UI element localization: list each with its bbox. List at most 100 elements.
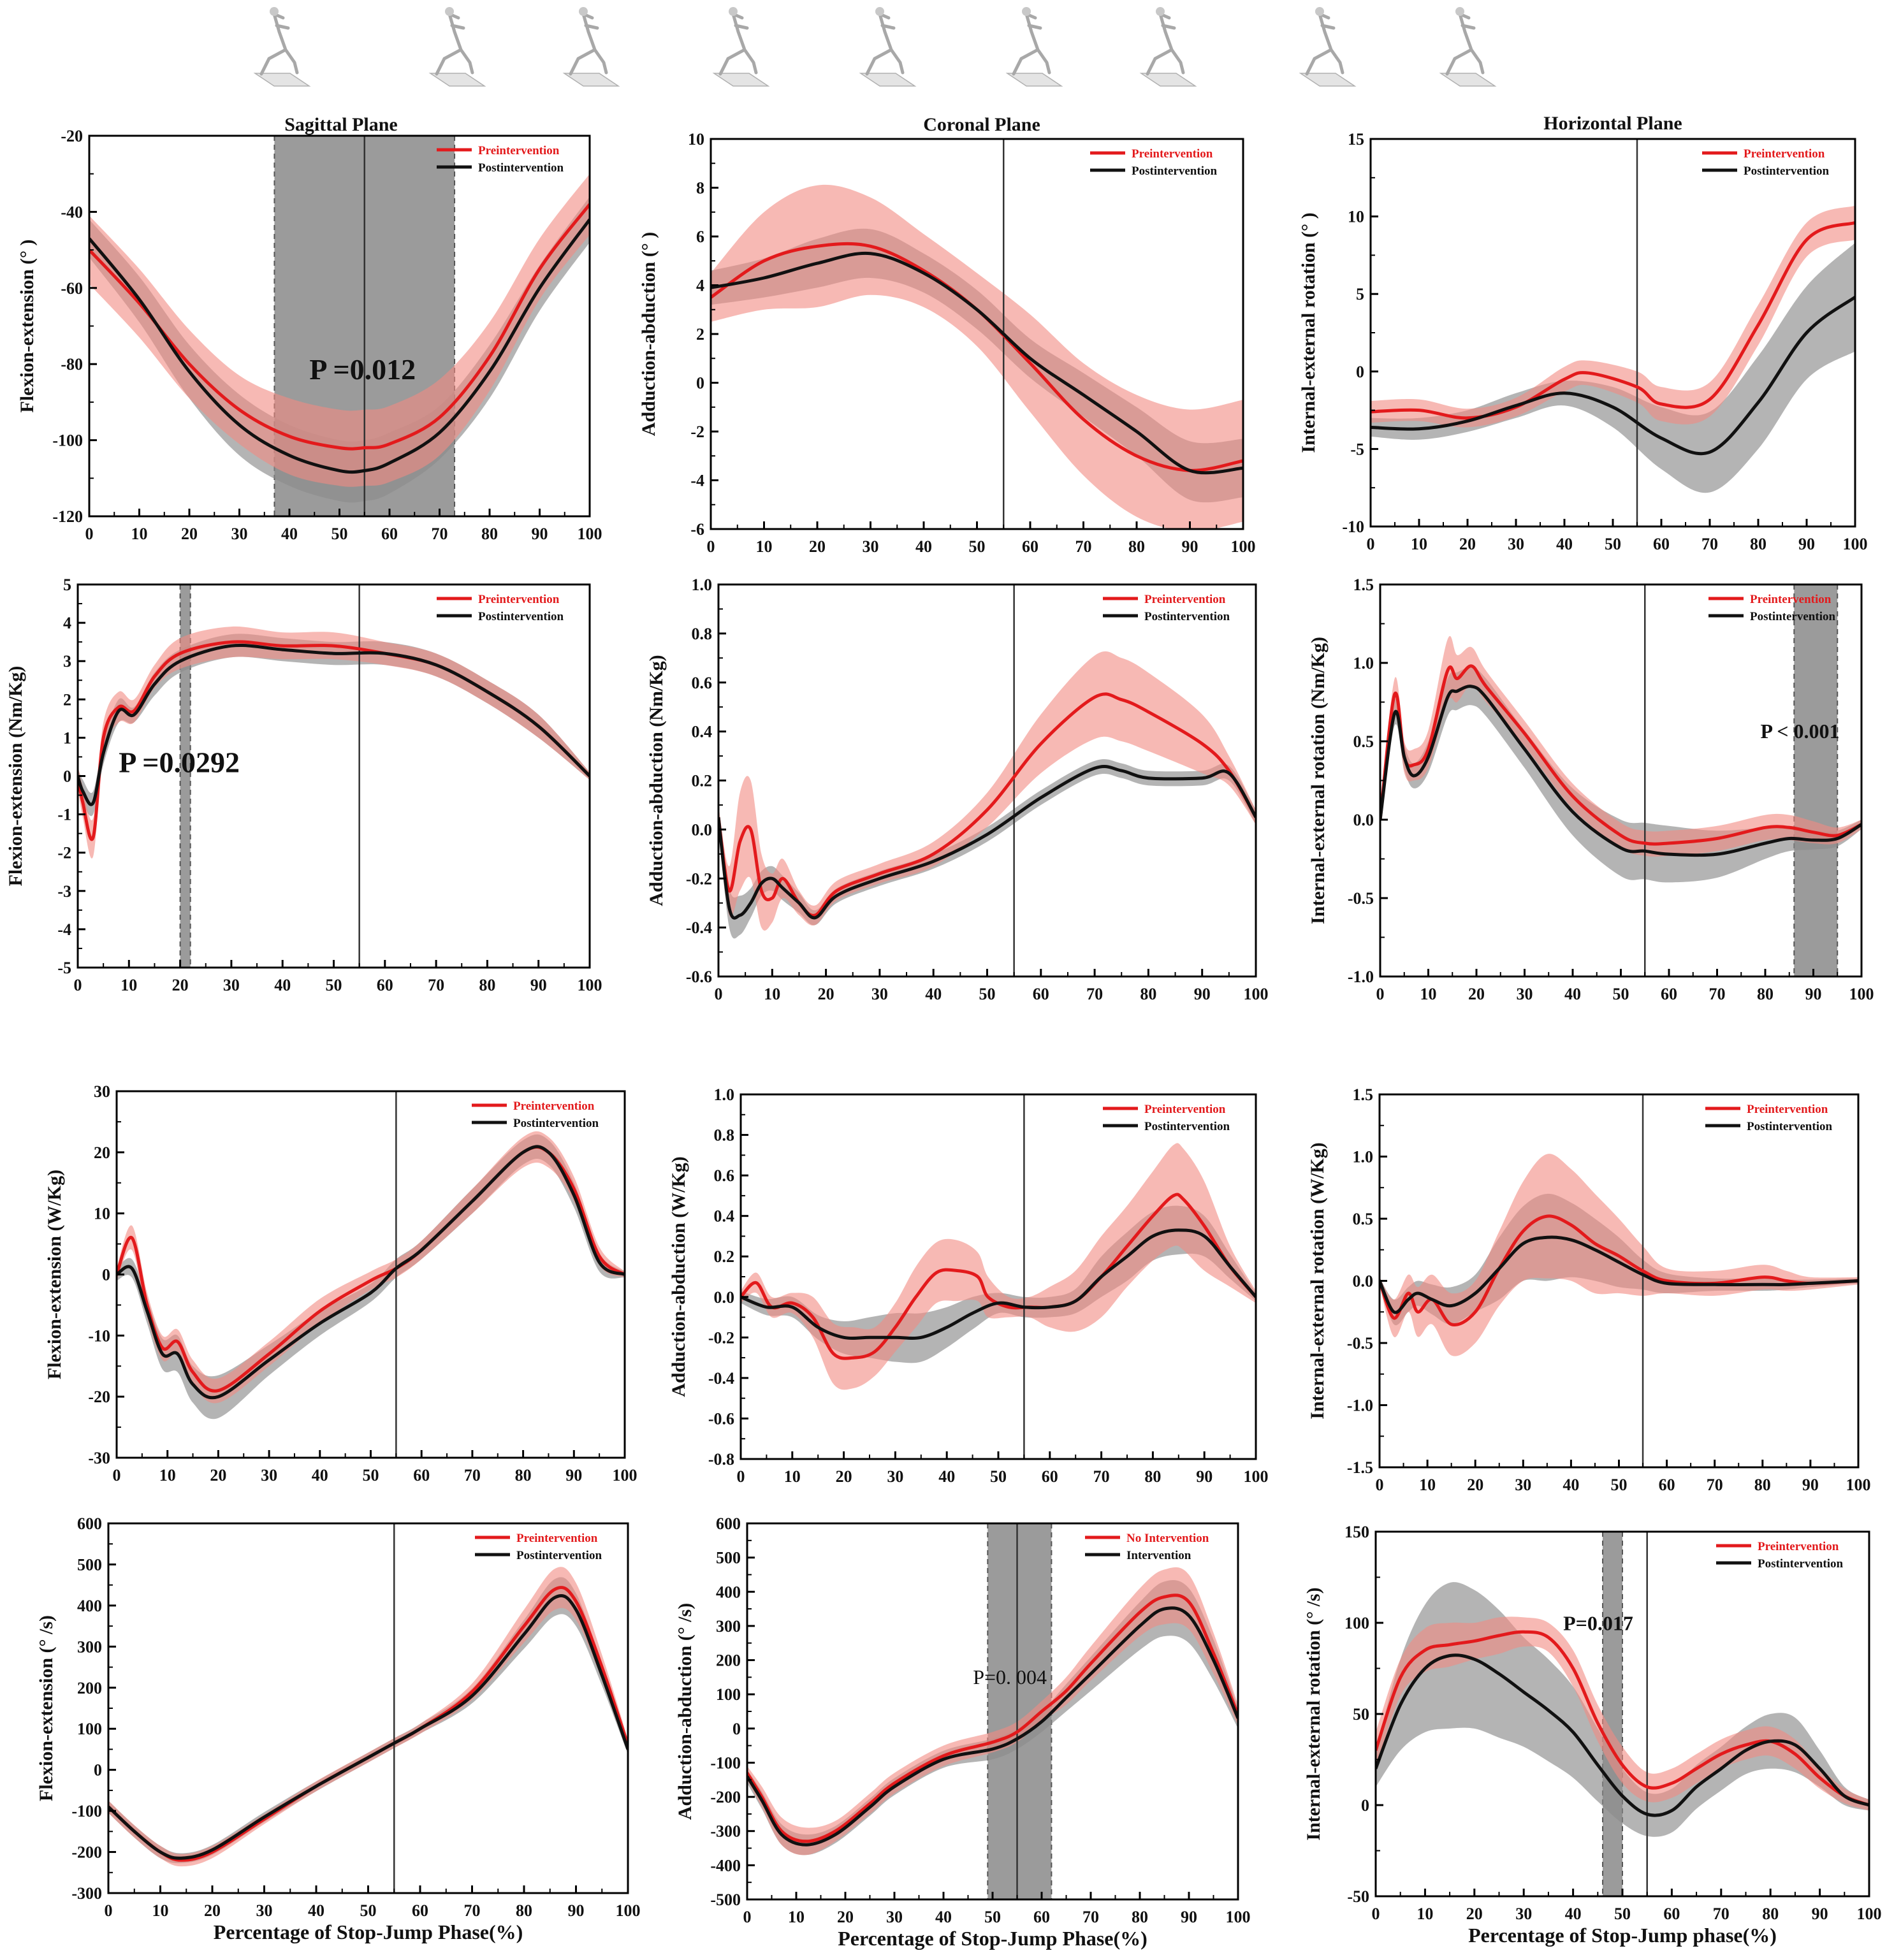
p-value-annotation: P =0.0292 [119, 746, 240, 778]
y-tick-label: 0.0 [692, 820, 713, 839]
plot-area [711, 139, 1243, 529]
y-tick-label: -0.2 [708, 1328, 734, 1347]
skeleton-figure-3 [562, 7, 620, 87]
x-tick-label: 60 [377, 976, 393, 994]
x-tick-label: 40 [281, 525, 298, 543]
y-axis-label: Internal-external rotation (W/Kg) [1307, 1142, 1328, 1419]
legend-entry: Postintervention [478, 161, 564, 175]
y-tick-label: 10 [1348, 208, 1364, 226]
x-tick-label: 100 [616, 1901, 641, 1920]
y-tick-label: -0.8 [708, 1450, 734, 1469]
y-tick-label: 0.5 [1353, 1210, 1374, 1228]
x-tick-label: 70 [464, 1466, 481, 1485]
chart-8: 1.0 0.8 0.6 0.4 0.2 0.0 -0.2 -0.4 -0.6 -0.80 10 20 3… [668, 1085, 1269, 1486]
y-tick-label: 0.6 [692, 674, 713, 692]
x-tick-label: 50 [979, 985, 996, 1003]
x-tick-label: 60 [1042, 1467, 1058, 1486]
y-tick-label: 0.2 [692, 772, 713, 790]
x-tick-label: 50 [1614, 1905, 1631, 1923]
x-tick-label: 30 [231, 525, 248, 543]
chart-6: 1.5 1.0 0.5 0.0 -0.5 -1.00 10 20 30 40 50 60 70 80 90 1… [1308, 576, 1874, 1003]
x-tick-label: 0 [105, 1901, 113, 1920]
series-line-post [117, 1145, 625, 1400]
x-tick-label: 20 [809, 537, 826, 556]
y-axis-label: Flexion-extension (° /s) [36, 1615, 57, 1801]
x-tick-label: 80 [1757, 985, 1774, 1003]
y-tick-label: -200 [71, 1843, 102, 1862]
chart-title: Horizontal Plane [1543, 113, 1682, 134]
series-line-post [741, 1228, 1256, 1340]
x-tick-label: 0 [113, 1466, 121, 1485]
y-tick-label: 10 [688, 130, 704, 149]
legend-entry: Postintervention [1144, 610, 1230, 623]
x-tick-label: 60 [412, 1901, 428, 1920]
x-tick-label: 90 [530, 976, 547, 994]
x-tick-label: 90 [1182, 537, 1198, 556]
x-tick-label: 90 [532, 525, 548, 543]
plot-area [1380, 1094, 1858, 1467]
legend-entry: Postintervention [516, 1549, 602, 1562]
x-tick-label: 30 [1515, 1476, 1531, 1494]
x-tick-label: 60 [1022, 537, 1038, 556]
y-axis-label: Internal-external rotation (° /s) [1303, 1587, 1324, 1840]
x-tick-label: 20 [204, 1901, 221, 1920]
y-tick-label: 600 [77, 1514, 102, 1533]
x-tick-label: 40 [935, 1908, 952, 1926]
skeleton-figure-9 [1439, 7, 1497, 87]
sd-band-pre [117, 1131, 625, 1404]
y-tick-label: -0.5 [1348, 889, 1374, 908]
x-tick-label: 70 [1086, 985, 1103, 1003]
x-tick-label: 40 [925, 985, 942, 1003]
y-tick-label: 0.0 [1353, 1272, 1374, 1291]
x-tick-label: 20 [1468, 985, 1485, 1003]
y-axis-label: Flexion-extension (Nm/Kg) [5, 666, 26, 887]
y-tick-label: 0.0 [1353, 811, 1374, 829]
y-axis-label: Internal-external rotation (° ) [1298, 212, 1319, 453]
skeleton-figure-5 [859, 7, 917, 87]
series-line-pre [1371, 221, 1855, 420]
legend-entry: Preintervention [513, 1100, 595, 1113]
x-tick-label: 60 [381, 525, 398, 543]
x-tick-label: 20 [1467, 1476, 1483, 1494]
sd-band-pre [741, 1143, 1256, 1390]
y-tick-label: 6 [696, 228, 704, 246]
y-tick-label: -30 [88, 1449, 110, 1467]
y-tick-label: 0 [1361, 1796, 1369, 1815]
y-tick-label: 0 [732, 1720, 741, 1738]
skeleton-row [253, 7, 1497, 87]
y-tick-label: 0.6 [714, 1166, 735, 1185]
y-tick-label: 600 [716, 1514, 741, 1533]
y-tick-label: 1.0 [714, 1085, 735, 1104]
x-tick-label: 0 [737, 1467, 745, 1486]
x-tick-label: 30 [1508, 535, 1524, 553]
x-tick-label: 80 [516, 1901, 532, 1920]
x-tick-label: 20 [210, 1466, 226, 1485]
y-tick-label: 15 [1348, 130, 1364, 149]
x-tick-label: 10 [756, 537, 773, 556]
sd-band-pre [108, 1567, 628, 1867]
sd-band-pre [718, 651, 1256, 931]
sd-band-post [108, 1577, 628, 1864]
x-tick-label: 70 [1082, 1908, 1099, 1926]
significance-region [1603, 1532, 1622, 1896]
x-tick-label: 80 [515, 1466, 532, 1485]
y-tick-label: 0.0 [714, 1288, 735, 1307]
y-tick-label: 10 [94, 1205, 110, 1223]
x-tick-label: 40 [1565, 1905, 1582, 1923]
y-tick-label: 0 [63, 767, 71, 786]
y-tick-label: 1.5 [1353, 576, 1374, 594]
x-tick-label: 0 [85, 525, 94, 543]
x-tick-label: 80 [481, 525, 498, 543]
x-tick-label: 70 [1075, 537, 1092, 556]
plot-area [1371, 139, 1855, 526]
chart-title: Coronal Plane [923, 114, 1040, 135]
x-tick-label: 10 [764, 985, 780, 1003]
x-tick-label: 40 [308, 1901, 324, 1920]
series-line-pre [718, 692, 1256, 917]
